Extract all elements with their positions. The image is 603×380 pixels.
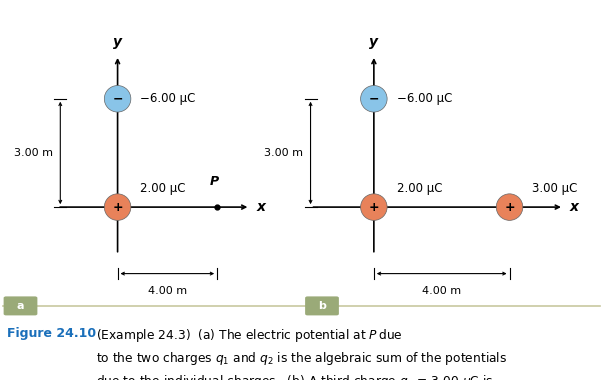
Text: −6.00 μC: −6.00 μC bbox=[397, 92, 452, 105]
Text: 2.00 μC: 2.00 μC bbox=[397, 182, 442, 195]
Text: y: y bbox=[113, 35, 122, 49]
Ellipse shape bbox=[104, 86, 131, 112]
Ellipse shape bbox=[496, 194, 523, 220]
Ellipse shape bbox=[361, 194, 387, 220]
Text: x: x bbox=[570, 200, 579, 214]
Text: +: + bbox=[504, 201, 515, 214]
Text: a: a bbox=[17, 301, 24, 311]
Text: 4.00 m: 4.00 m bbox=[148, 286, 187, 296]
FancyBboxPatch shape bbox=[305, 296, 339, 315]
Text: +: + bbox=[368, 201, 379, 214]
Text: x: x bbox=[256, 200, 265, 214]
Text: b: b bbox=[318, 301, 326, 311]
Text: 2.00 μC: 2.00 μC bbox=[140, 182, 186, 195]
Text: 4.00 m: 4.00 m bbox=[422, 286, 461, 296]
Text: (Example 24.3)  (a) The electric potential at $P\,$due
to the two charges $q_1$ : (Example 24.3) (a) The electric potentia… bbox=[96, 327, 508, 380]
Ellipse shape bbox=[104, 194, 131, 220]
FancyBboxPatch shape bbox=[4, 296, 37, 315]
Text: −: − bbox=[112, 92, 123, 105]
Text: Figure 24.10: Figure 24.10 bbox=[7, 327, 96, 340]
Text: −6.00 μC: −6.00 μC bbox=[140, 92, 196, 105]
Text: y: y bbox=[370, 35, 378, 49]
Text: 3.00 m: 3.00 m bbox=[264, 148, 303, 158]
Text: −: − bbox=[368, 92, 379, 105]
Ellipse shape bbox=[361, 86, 387, 112]
Text: 3.00 μC: 3.00 μC bbox=[532, 182, 578, 195]
Text: +: + bbox=[112, 201, 123, 214]
Text: 3.00 m: 3.00 m bbox=[14, 148, 53, 158]
Text: P: P bbox=[209, 175, 219, 188]
